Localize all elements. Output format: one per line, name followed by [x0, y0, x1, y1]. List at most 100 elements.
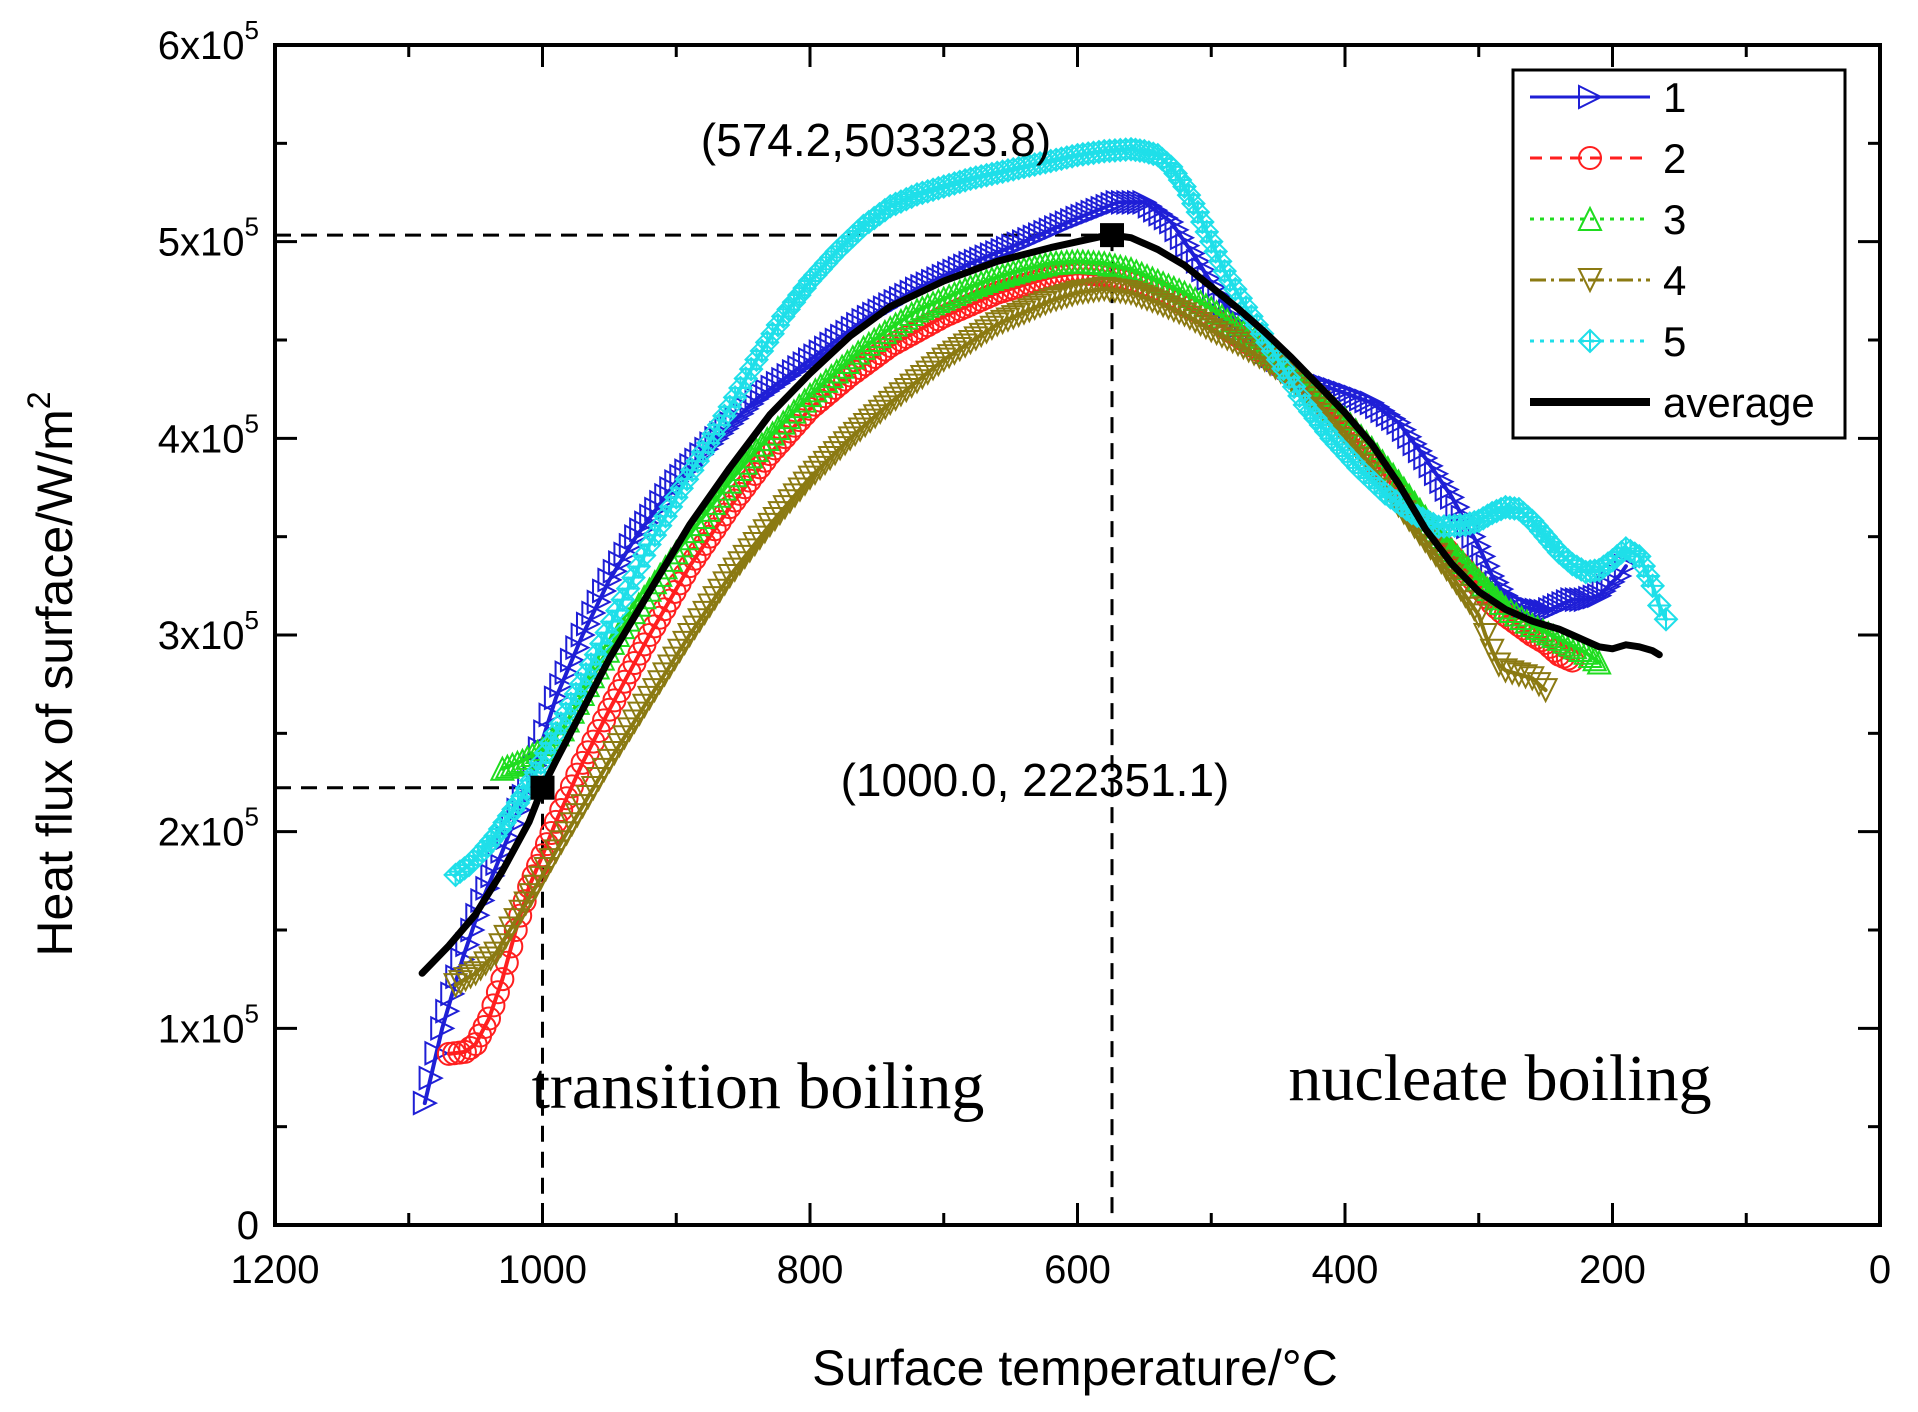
- data-point: [1027, 252, 1053, 278]
- data-point: [936, 344, 962, 370]
- data-point: [1006, 257, 1032, 283]
- legend-marker-4: [1577, 268, 1603, 294]
- data-point: [712, 571, 738, 597]
- data-point: [824, 358, 850, 384]
- data-point: [818, 362, 845, 389]
- data-point: [1054, 283, 1080, 310]
- data-point: [697, 593, 723, 619]
- data-point: [1129, 284, 1155, 310]
- data-point: [909, 294, 935, 321]
- data-point: [1577, 642, 1603, 668]
- data-point: [1022, 253, 1048, 279]
- data-point: [989, 262, 1016, 288]
- data-point: [1564, 586, 1591, 613]
- data-point: [947, 337, 973, 363]
- data-point: [473, 951, 499, 977]
- data-point: [1587, 583, 1613, 609]
- data-point: [952, 276, 978, 302]
- data-point: [1139, 288, 1166, 314]
- data-point: [909, 364, 935, 391]
- x-tick-label: 800: [777, 1248, 844, 1292]
- data-point: [457, 964, 484, 990]
- data-point: [1530, 617, 1556, 643]
- data-point: [829, 353, 855, 379]
- data-point: [722, 462, 748, 488]
- annotation-point-marker: [530, 775, 555, 800]
- data-point: [687, 608, 713, 634]
- data-point: [957, 329, 984, 356]
- legend-marker-1: [1578, 84, 1604, 110]
- data-point: [963, 326, 989, 352]
- data-point: [920, 356, 946, 382]
- data-point: [952, 333, 978, 359]
- data-point: [1016, 298, 1042, 324]
- data-point: [762, 506, 788, 533]
- data-point: [872, 395, 898, 421]
- data-point: [822, 441, 848, 467]
- data-point: [837, 426, 863, 452]
- data-point: [592, 578, 618, 604]
- data-point: [968, 269, 994, 295]
- data-point: [412, 1090, 439, 1116]
- data-point: [979, 315, 1005, 342]
- x-tick-label: 400: [1312, 1248, 1379, 1292]
- data-point: [702, 586, 728, 612]
- data-point: [1457, 590, 1483, 616]
- data-point: [973, 267, 1000, 293]
- data-point: [1524, 597, 1550, 623]
- x-tick-label: 200: [1579, 1248, 1646, 1292]
- data-point: [1294, 381, 1321, 407]
- data-point: [733, 449, 759, 475]
- data-point: [1434, 476, 1460, 503]
- data-point: [1586, 649, 1612, 675]
- data-point: [813, 367, 839, 393]
- data-point: [447, 970, 474, 996]
- legend: 1 2 3 4 5 average: [1511, 68, 1847, 440]
- data-point: [1472, 623, 1499, 649]
- data-point: [727, 455, 754, 482]
- data-point: [1471, 543, 1497, 569]
- data-point: [1512, 664, 1539, 690]
- legend-label-2: 2: [1663, 135, 1686, 182]
- data-point: [592, 708, 617, 733]
- data-point: [575, 611, 602, 637]
- data-point: [931, 285, 957, 311]
- data-point: [1032, 291, 1059, 317]
- data-point: [742, 532, 768, 558]
- data-point: [852, 413, 878, 439]
- data-point: [807, 455, 833, 482]
- data-point: [1337, 427, 1363, 453]
- data-point: [586, 589, 612, 615]
- data-point: [812, 450, 838, 477]
- peak-point-annotation: (574.2,503323.8): [701, 114, 1051, 166]
- data-point: [817, 446, 843, 472]
- data-point: [1000, 305, 1026, 331]
- data-point: [787, 477, 813, 503]
- data-point: [490, 967, 515, 992]
- legend-label-4: 4: [1663, 257, 1686, 304]
- data-point: [732, 544, 758, 571]
- data-point: [984, 312, 1010, 338]
- data-point: [995, 307, 1021, 333]
- data-point: [1150, 292, 1176, 319]
- data-point: [832, 431, 858, 457]
- data-point: [1145, 290, 1171, 316]
- data-point: [722, 557, 748, 583]
- data-point: [845, 339, 871, 365]
- data-point: [485, 851, 511, 877]
- data-point: [802, 377, 828, 403]
- x-axis-label: Surface temperature/°C: [812, 1340, 1338, 1396]
- x-tick-label: 0: [1869, 1248, 1891, 1292]
- data-point: [1466, 603, 1492, 629]
- data-point: [1155, 295, 1182, 321]
- data-point: [586, 718, 611, 743]
- data-point: [752, 519, 778, 545]
- data-point: [915, 292, 941, 318]
- data-point: [767, 501, 793, 527]
- data-point: [1134, 286, 1160, 312]
- data-point: [925, 287, 952, 314]
- data-point: [995, 260, 1021, 286]
- series-line-2: [446, 271, 1575, 1056]
- data-point: [973, 319, 1000, 345]
- plot-area: 1200 1000 800 600 400 200 0 0 1x105 2x105 3x105 4x1…: [158, 15, 1891, 1292]
